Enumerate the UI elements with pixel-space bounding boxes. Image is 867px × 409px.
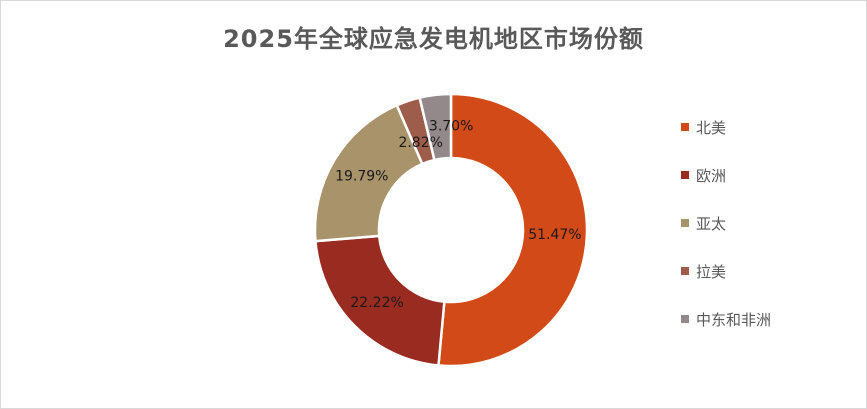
data-label-1: 51.47% xyxy=(528,227,581,243)
legend-label: 亚太 xyxy=(696,214,727,233)
data-label-4: 2.82% xyxy=(398,135,442,151)
legend-item-1: 北美 xyxy=(681,117,726,137)
legend-label: 中东和非洲 xyxy=(696,310,772,329)
slice-5 xyxy=(418,92,453,162)
data-label-3: 19.79% xyxy=(335,169,388,185)
legend-label: 欧洲 xyxy=(696,166,727,185)
legend-swatch xyxy=(681,315,689,323)
legend-swatch xyxy=(681,267,689,275)
legend-swatch xyxy=(681,123,689,131)
legend-item-5: 中东和非洲 xyxy=(681,309,771,329)
legend-swatch xyxy=(681,171,689,179)
slice-2 xyxy=(314,234,446,367)
legend-item-2: 欧洲 xyxy=(681,165,726,185)
slice-3 xyxy=(313,103,424,243)
legend-swatch xyxy=(681,219,689,227)
data-label-5: 3.70% xyxy=(429,119,473,135)
legend-label: 拉美 xyxy=(696,262,727,281)
data-label-2: 22.22% xyxy=(350,295,403,311)
legend-item-4: 拉美 xyxy=(681,261,726,281)
legend-label: 北美 xyxy=(696,118,727,137)
chart-title: 2025年全球应急发电机地区市场份额 xyxy=(223,25,644,53)
slice-1 xyxy=(437,92,589,368)
legend-item-3: 亚太 xyxy=(681,213,726,233)
